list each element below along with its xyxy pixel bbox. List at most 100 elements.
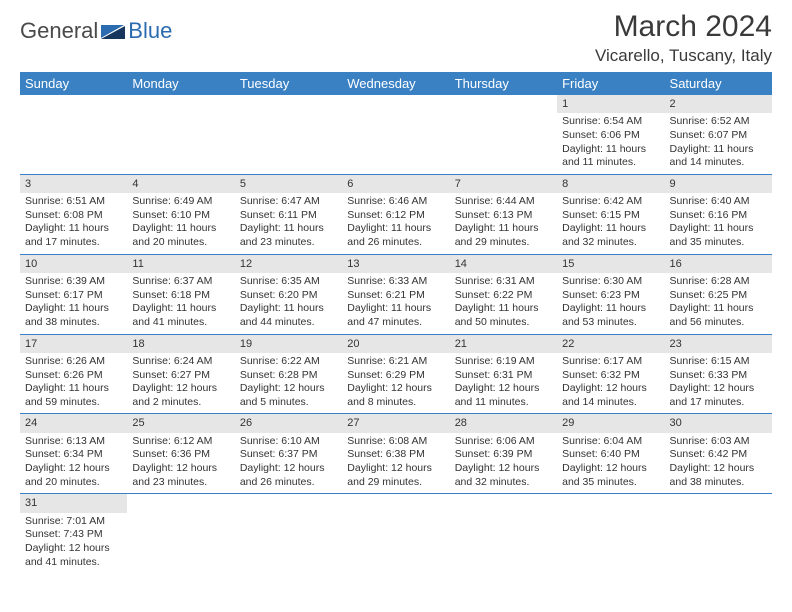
day-line: Sunset: 6:31 PM: [455, 369, 552, 383]
logo-flag-icon: [100, 22, 126, 40]
day-number: 22: [557, 335, 664, 353]
weekday-header-row: SundayMondayTuesdayWednesdayThursdayFrid…: [20, 72, 772, 95]
day-line: and 8 minutes.: [347, 396, 444, 410]
day-line: Sunrise: 6:13 AM: [25, 435, 122, 449]
day-line: Daylight: 12 hours: [132, 462, 229, 476]
day-number: 4: [127, 175, 234, 193]
day-number: 8: [557, 175, 664, 193]
week-row: ..........1Sunrise: 6:54 AMSunset: 6:06 …: [20, 95, 772, 174]
day-cell: 11Sunrise: 6:37 AMSunset: 6:18 PMDayligh…: [127, 254, 234, 334]
day-line: Sunrise: 6:03 AM: [670, 435, 767, 449]
day-cell: 21Sunrise: 6:19 AMSunset: 6:31 PMDayligh…: [450, 334, 557, 414]
day-number: 20: [342, 335, 449, 353]
day-line: Sunset: 6:36 PM: [132, 448, 229, 462]
day-line: Sunset: 6:16 PM: [670, 209, 767, 223]
day-number: 18: [127, 335, 234, 353]
day-number: 13: [342, 255, 449, 273]
day-line: Sunset: 6:38 PM: [347, 448, 444, 462]
day-body: Sunrise: 6:31 AMSunset: 6:22 PMDaylight:…: [450, 273, 557, 334]
week-row: 24Sunrise: 6:13 AMSunset: 6:34 PMDayligh…: [20, 414, 772, 494]
day-number: 17: [20, 335, 127, 353]
day-cell: ..: [342, 95, 449, 174]
day-line: Sunrise: 6:06 AM: [455, 435, 552, 449]
day-body: Sunrise: 6:06 AMSunset: 6:39 PMDaylight:…: [450, 433, 557, 494]
day-cell: 18Sunrise: 6:24 AMSunset: 6:27 PMDayligh…: [127, 334, 234, 414]
day-body: Sunrise: 6:24 AMSunset: 6:27 PMDaylight:…: [127, 353, 234, 414]
day-line: Sunset: 6:17 PM: [25, 289, 122, 303]
day-body: Sunrise: 6:26 AMSunset: 6:26 PMDaylight:…: [20, 353, 127, 414]
day-line: and 5 minutes.: [240, 396, 337, 410]
day-body: Sunrise: 6:15 AMSunset: 6:33 PMDaylight:…: [665, 353, 772, 414]
day-line: Sunrise: 6:17 AM: [562, 355, 659, 369]
day-body: Sunrise: 6:04 AMSunset: 6:40 PMDaylight:…: [557, 433, 664, 494]
day-line: Sunrise: 6:10 AM: [240, 435, 337, 449]
day-line: and 32 minutes.: [562, 236, 659, 250]
day-line: and 11 minutes.: [562, 156, 659, 170]
day-cell: 24Sunrise: 6:13 AMSunset: 6:34 PMDayligh…: [20, 414, 127, 494]
day-number: 5: [235, 175, 342, 193]
day-cell: 16Sunrise: 6:28 AMSunset: 6:25 PMDayligh…: [665, 254, 772, 334]
day-body: Sunrise: 7:01 AMSunset: 7:43 PMDaylight:…: [20, 513, 127, 574]
day-line: Sunset: 6:12 PM: [347, 209, 444, 223]
day-body: Sunrise: 6:22 AMSunset: 6:28 PMDaylight:…: [235, 353, 342, 414]
day-number: 1: [557, 95, 664, 113]
day-line: Sunrise: 6:47 AM: [240, 195, 337, 209]
day-line: Daylight: 12 hours: [670, 462, 767, 476]
day-body: Sunrise: 6:08 AMSunset: 6:38 PMDaylight:…: [342, 433, 449, 494]
day-line: Daylight: 11 hours: [562, 222, 659, 236]
day-line: Daylight: 11 hours: [240, 222, 337, 236]
day-number: 11: [127, 255, 234, 273]
day-body: Sunrise: 6:33 AMSunset: 6:21 PMDaylight:…: [342, 273, 449, 334]
day-line: and 17 minutes.: [25, 236, 122, 250]
day-body: Sunrise: 6:03 AMSunset: 6:42 PMDaylight:…: [665, 433, 772, 494]
day-body: Sunrise: 6:52 AMSunset: 6:07 PMDaylight:…: [665, 113, 772, 174]
day-number: 7: [450, 175, 557, 193]
day-line: and 38 minutes.: [670, 476, 767, 490]
day-line: and 26 minutes.: [240, 476, 337, 490]
day-line: Sunset: 7:43 PM: [25, 528, 122, 542]
day-cell: 26Sunrise: 6:10 AMSunset: 6:37 PMDayligh…: [235, 414, 342, 494]
day-line: Sunset: 6:33 PM: [670, 369, 767, 383]
day-line: Sunset: 6:37 PM: [240, 448, 337, 462]
weekday-header: Tuesday: [235, 72, 342, 95]
day-line: and 17 minutes.: [670, 396, 767, 410]
day-line: Sunrise: 6:31 AM: [455, 275, 552, 289]
day-body: Sunrise: 6:47 AMSunset: 6:11 PMDaylight:…: [235, 193, 342, 254]
day-cell: ..: [342, 494, 449, 573]
day-number: 27: [342, 414, 449, 432]
day-line: Sunrise: 6:08 AM: [347, 435, 444, 449]
weekday-header: Monday: [127, 72, 234, 95]
day-line: Sunrise: 6:15 AM: [670, 355, 767, 369]
day-cell: ..: [450, 494, 557, 573]
day-body: Sunrise: 6:49 AMSunset: 6:10 PMDaylight:…: [127, 193, 234, 254]
day-line: Daylight: 11 hours: [455, 302, 552, 316]
day-line: Daylight: 11 hours: [562, 143, 659, 157]
day-body: Sunrise: 6:12 AMSunset: 6:36 PMDaylight:…: [127, 433, 234, 494]
day-line: Sunrise: 6:49 AM: [132, 195, 229, 209]
day-line: Daylight: 12 hours: [25, 462, 122, 476]
day-cell: 17Sunrise: 6:26 AMSunset: 6:26 PMDayligh…: [20, 334, 127, 414]
day-number: 9: [665, 175, 772, 193]
day-cell: 1Sunrise: 6:54 AMSunset: 6:06 PMDaylight…: [557, 95, 664, 174]
day-body: Sunrise: 6:37 AMSunset: 6:18 PMDaylight:…: [127, 273, 234, 334]
day-cell: 29Sunrise: 6:04 AMSunset: 6:40 PMDayligh…: [557, 414, 664, 494]
day-line: and 14 minutes.: [562, 396, 659, 410]
weekday-header: Thursday: [450, 72, 557, 95]
day-number: 24: [20, 414, 127, 432]
day-cell: 28Sunrise: 6:06 AMSunset: 6:39 PMDayligh…: [450, 414, 557, 494]
day-cell: 2Sunrise: 6:52 AMSunset: 6:07 PMDaylight…: [665, 95, 772, 174]
logo-text-general: General: [20, 18, 98, 44]
day-number: 12: [235, 255, 342, 273]
day-line: Daylight: 11 hours: [670, 222, 767, 236]
day-body: Sunrise: 6:39 AMSunset: 6:17 PMDaylight:…: [20, 273, 127, 334]
day-line: Sunrise: 6:30 AM: [562, 275, 659, 289]
day-cell: ..: [20, 95, 127, 174]
day-number: 23: [665, 335, 772, 353]
day-cell: 3Sunrise: 6:51 AMSunset: 6:08 PMDaylight…: [20, 174, 127, 254]
week-row: 3Sunrise: 6:51 AMSunset: 6:08 PMDaylight…: [20, 174, 772, 254]
calendar-table: SundayMondayTuesdayWednesdayThursdayFrid…: [20, 72, 772, 573]
day-line: Sunset: 6:26 PM: [25, 369, 122, 383]
week-row: 17Sunrise: 6:26 AMSunset: 6:26 PMDayligh…: [20, 334, 772, 414]
day-line: Sunrise: 6:46 AM: [347, 195, 444, 209]
day-number: 14: [450, 255, 557, 273]
